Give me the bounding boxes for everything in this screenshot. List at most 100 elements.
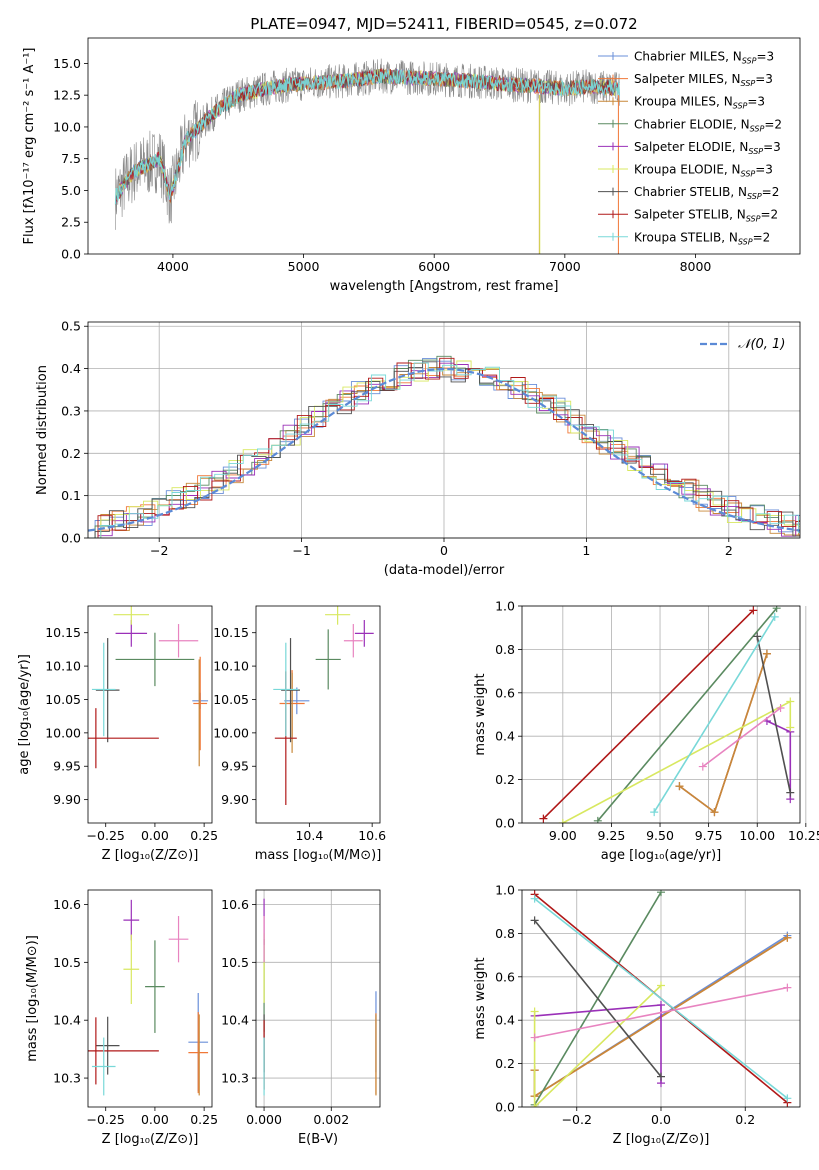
legend-ssp-prefix: N [724, 95, 733, 109]
errorbar-point [145, 940, 165, 1033]
y-tick-label: 9.90 [53, 792, 81, 807]
y-tick-label: 7.5 [61, 151, 81, 166]
errorbar-point [188, 1012, 209, 1094]
weight-line-0 [679, 653, 768, 814]
x-tick-label: 0 [440, 543, 448, 558]
x-tick-label: 2 [725, 543, 733, 558]
y-tick-label: 10.10 [213, 659, 249, 674]
y-tick-label: 10.00 [45, 725, 81, 740]
y-tick-label: 15.0 [53, 56, 81, 71]
x-axis-label: Z [log₁₀(Z/Z⊙)] [102, 848, 199, 863]
legend-ssp-sub: SSP [741, 170, 756, 179]
x-tick-label: 9.00 [549, 828, 577, 843]
weight-marker [770, 612, 779, 621]
legend-ssp-count: =2 [753, 230, 771, 244]
legend-ssp-count: =3 [755, 72, 773, 86]
x-tick-label: 10.4 [295, 828, 323, 843]
legend-series-name: Kroupa MILES, [634, 95, 724, 109]
errorbar-point [343, 624, 363, 658]
y-axis-label: Normed distribution [35, 365, 50, 495]
legend-series-name: Salpeter STELIB, [634, 208, 737, 222]
errorbar-point [193, 656, 208, 751]
errorbar-point [123, 934, 140, 1004]
x-tick-label: −2 [150, 543, 168, 558]
axes-frame [87, 605, 213, 824]
errorbar-point [88, 1017, 159, 1085]
x-tick-label: 0.000 [246, 1112, 282, 1127]
errorbar-point [354, 620, 374, 647]
weight-marker [530, 916, 539, 925]
legend-ssp-prefix: N [738, 185, 747, 199]
weight-marker [650, 808, 659, 817]
panel-weight-vs-Z: −0.2 0.0 0.2 0.0 0.2 0.4 0.6 0.8 1.0 Z [log₁₀(Z/Z… [473, 883, 801, 1147]
axes-frame [87, 321, 801, 539]
residual-histogram-3 [88, 355, 800, 538]
legend-entry: Salpeter STELIB, NSSP=2 [634, 208, 778, 224]
y-tick-label: 0.0 [495, 816, 515, 831]
legend-ssp-sub: SSP [738, 237, 753, 246]
x-tick-label: 4000 [157, 259, 189, 274]
weight-marker [530, 1103, 539, 1107]
y-tick-label: 0.0 [495, 1100, 515, 1115]
weight-marker [530, 894, 539, 903]
x-tick-label: 0.0 [651, 1112, 671, 1127]
panel-weight-vs-age: 9.00 9.25 9.50 9.75 10.00 10.25 0.0 0.2 0.4 0.6 0.… [473, 599, 819, 864]
x-axis-label: Z [log₁₀(Z/Z⊙)] [102, 1132, 199, 1147]
plot-area [88, 606, 209, 769]
weight-line-5 [533, 984, 662, 1107]
weight-marker [783, 983, 792, 992]
x-tick-label: 0.25 [190, 1112, 218, 1127]
x-tick-label: 10.00 [739, 828, 775, 843]
x-tick-label: 0.00 [141, 828, 169, 843]
legend-series-name: Salpeter ELODIE, [634, 140, 739, 154]
errorbar-point [88, 708, 159, 769]
errorbar-point [325, 606, 351, 625]
errorbar-point [91, 642, 116, 737]
y-tick-label: 10.3 [221, 1071, 249, 1086]
y-axis-label: age [log₁₀(age/yr)] [17, 654, 32, 775]
weight-line-5 [562, 700, 792, 823]
x-tick-label: 10.6 [358, 828, 386, 843]
legend-ssp-prefix: N [733, 50, 742, 64]
x-tick-label: 9.25 [598, 828, 626, 843]
residual-histogram-8 [88, 362, 800, 538]
legend-ssp-count: =2 [760, 208, 778, 222]
x-tick-label: −0.25 [87, 828, 125, 843]
y-tick-label: 10.05 [45, 692, 81, 707]
y-tick-label: 10.4 [53, 1013, 81, 1028]
y-tick-label: 0.6 [495, 969, 515, 984]
y-tick-label: 0.0 [61, 247, 81, 262]
legend-ssp-sub: SSP [750, 124, 765, 133]
legend-entry: Salpeter MILES, NSSP=3 [634, 72, 773, 88]
y-tick-label: 0.3 [61, 403, 81, 418]
legend-entry: Kroupa STELIB, NSSP=2 [634, 230, 770, 246]
weight-line-8 [534, 898, 788, 1099]
weight-line-3 [597, 607, 778, 822]
plot-area [88, 899, 209, 1096]
panel-residuals: −2 −1 0 1 2 0.0 0.1 0.2 0.3 0.4 0.5 (data-model)/er… [35, 319, 801, 578]
x-tick-label: 0.25 [190, 828, 218, 843]
panel-age-vs-mass: 10.4 10.6 9.90 9.95 10.00 10.05 10.10 10.15 mass… [213, 605, 386, 863]
residual-histogram-4 [88, 362, 800, 538]
x-tick-label: 7000 [549, 259, 581, 274]
y-tick-label: 0.4 [61, 361, 81, 376]
legend-ssp-count: =3 [763, 140, 781, 154]
legend-ssp-prefix: N [732, 163, 741, 177]
y-tick-label: 10.00 [213, 725, 249, 740]
y-tick-label: 0.8 [495, 926, 515, 941]
normal-reference-curve [88, 367, 800, 532]
errorbar-point [315, 629, 341, 690]
x-axis-label: mass [log₁₀(M/M⊙)] [255, 848, 382, 863]
y-axis-label: Flux [fλ10⁻¹⁷ erg cm⁻² s⁻¹ A⁻¹] [22, 48, 37, 245]
errorbar-point [284, 687, 310, 715]
weight-marker [762, 649, 771, 658]
weight-marker [753, 632, 762, 641]
weight-line-2 [679, 653, 768, 814]
y-axis-label: mass weight [473, 673, 488, 755]
legend-entry: Kroupa MILES, NSSP=3 [634, 95, 765, 111]
errorbar-point [113, 606, 150, 625]
y-tick-label: 0.4 [495, 1013, 515, 1028]
x-tick-label: 8000 [680, 259, 712, 274]
model-spectrum-8 [114, 69, 621, 205]
y-tick-label: 0.2 [495, 772, 515, 787]
